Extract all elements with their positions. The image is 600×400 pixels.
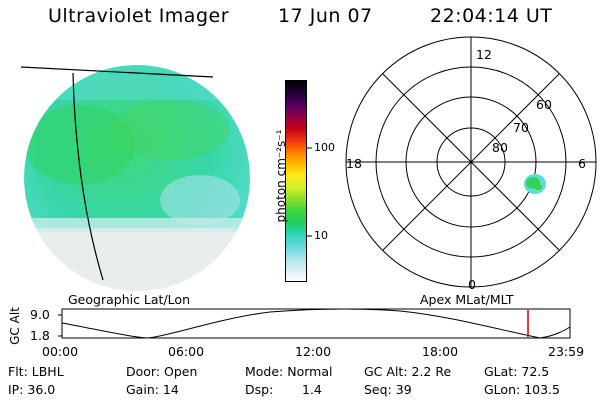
gc-alt-info: GC Alt: 2.2 Re [364, 364, 452, 379]
mlt-label-12: 12 [476, 47, 492, 62]
colorbar-tick-label-10: 10 [314, 229, 328, 242]
altitude-curve [61, 308, 571, 339]
glat-info: GLat: 72.5 [484, 364, 550, 379]
filter-info: Flt: LBHL [8, 364, 64, 379]
mlt-label-6: 6 [578, 156, 586, 171]
mlat-label-60: 60 [536, 97, 552, 112]
instrument-title: Ultraviolet Imager [48, 5, 230, 27]
meridian-line [72, 72, 104, 281]
horizon-line [20, 66, 214, 78]
orbit-ylabel: GC Alt [7, 307, 22, 345]
polar-diag-2 [382, 73, 560, 251]
orbit-xtick-0000: 00:00 [42, 344, 79, 359]
orbit-xtick-1200: 12:00 [295, 344, 332, 359]
colorbar-tick-label-100: 100 [314, 141, 335, 154]
date-label: 17 Jun 07 [278, 5, 373, 27]
orbit-xtick-1800: 18:00 [422, 344, 459, 359]
colorbar [285, 80, 307, 282]
mlt-label-18: 18 [346, 156, 362, 171]
dsp-value: 1.4 [302, 382, 322, 397]
mlat-label-80: 80 [492, 140, 508, 155]
polar-panel-label: Apex MLat/MLT [420, 292, 514, 307]
dsp-label: Dsp: [245, 382, 274, 397]
orbit-xtick-0600: 06:00 [168, 344, 205, 359]
door-info: Door: Open [126, 364, 198, 379]
orbit-ytick-high: 9.0 [30, 307, 50, 322]
orbit-plot-frame [61, 308, 571, 339]
gain-info: Gain: 14 [126, 382, 179, 397]
orbit-xtick-2359: 23:59 [548, 344, 585, 359]
mode-info: Mode: Normal [245, 364, 333, 379]
mlt-label-0: 0 [468, 277, 476, 292]
seq-info: Seq: 39 [364, 382, 412, 397]
mlat-label-70: 70 [513, 120, 529, 135]
auroral-emission-spot [524, 174, 546, 194]
time-label: 22:04:14 UT [430, 5, 553, 27]
ip-info: IP: 36.0 [8, 382, 56, 397]
orbit-ytick-low: 1.8 [30, 328, 50, 343]
glon-info: GLon: 103.5 [484, 382, 560, 397]
geo-panel-label: Geographic Lat/Lon [68, 292, 190, 307]
